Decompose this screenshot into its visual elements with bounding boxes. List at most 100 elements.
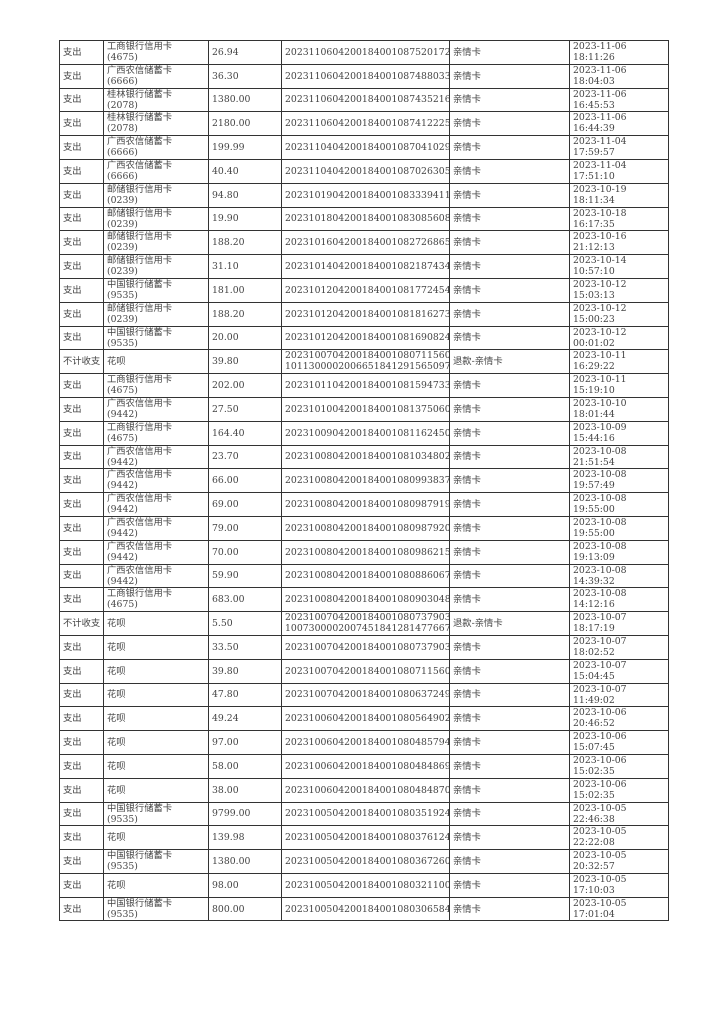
time-cell: 2023-10-06 20:46:52 [569, 706, 669, 732]
payment-method-cell: 中国银行储蓄卡 (9535) [103, 325, 209, 351]
payment-method-cell: 花呗 [103, 872, 209, 898]
payment-method-cell: 广西农信储蓄卡 (6666) [103, 158, 209, 184]
table-row: 支出 邮储银行信用卡 (0239) 94.80 2023101904200184001… [59, 182, 669, 208]
category-cell: 亲情卡 [449, 587, 570, 613]
amount-cell: 36.30 [208, 63, 282, 89]
amount-cell: 58.00 [208, 753, 282, 779]
category-cell: 亲情卡 [449, 468, 570, 494]
payment-method-cell: 工商银行信用卡 (4675) [103, 40, 209, 65]
payment-method-cell: 中国银行储蓄卡 (9535) [103, 849, 209, 874]
category-cell: 亲情卡 [449, 492, 570, 517]
category-cell: 亲情卡 [449, 420, 570, 446]
order-number-cell: 2023101204200184001081772454 [281, 277, 450, 303]
time-cell: 2023-10-05 22:22:08 [569, 825, 669, 851]
order-number-cell: 2023101404200184001082187434 [281, 254, 450, 279]
amount-cell: 49.24 [208, 706, 282, 732]
order-number-cell: 2023100604200184001080485794 [281, 730, 450, 755]
order-number-cell: 2023100504200184001080367260 [281, 849, 450, 874]
amount-cell: 188.20 [208, 301, 282, 327]
table-row: 支出 广西农信信用卡 (9442) 79.00 2023100804200184001… [59, 515, 669, 541]
time-cell: 2023-10-18 16:17:35 [569, 206, 669, 232]
category-cell: 亲情卡 [449, 730, 570, 755]
payment-method-cell: 广西农信信用卡 (9442) [103, 468, 209, 494]
type-cell: 支出 [59, 515, 104, 541]
type-cell: 支出 [59, 325, 104, 351]
payment-method-cell: 邮储银行信用卡 (0239) [103, 206, 209, 232]
table-row: 支出 广西农信信用卡 (9442) 70.00 2023100804200184001… [59, 539, 669, 565]
category-cell: 亲情卡 [449, 444, 570, 470]
order-number-cell: 2023101204200184001081816273 [281, 301, 450, 327]
order-number-cell: 2023110604200184001087435216 [281, 87, 450, 113]
time-cell: 2023-10-08 14:39:32 [569, 563, 669, 589]
type-cell: 支出 [59, 182, 104, 208]
table-row: 支出 中国银行储蓄卡 (9535) 1380.00 20231005042001840… [59, 849, 669, 874]
type-cell: 支出 [59, 206, 104, 232]
table-row: 支出 广西农信储蓄卡 (6666) 36.30 2023110604200184001… [59, 63, 669, 89]
time-cell: 2023-11-06 18:04:03 [569, 63, 669, 89]
amount-cell: 199.99 [208, 135, 282, 160]
time-cell: 2023-10-08 19:55:00 [569, 492, 669, 517]
table-row: 不计收支花呗39.802023100704200184001080711560_… [59, 349, 669, 375]
order-number-cell: 2023100704200184001080711560_2023 101130… [281, 349, 450, 375]
category-cell: 亲情卡 [449, 325, 570, 351]
order-number-cell: 2023100504200184001080376124 [281, 825, 450, 851]
order-number-cell: 2023110604200184001087488033 [281, 63, 450, 89]
time-cell: 2023-10-08 19:13:09 [569, 539, 669, 565]
time-cell: 2023-11-04 17:59:57 [569, 135, 669, 160]
time-cell: 2023-10-12 15:00:23 [569, 301, 669, 327]
payment-method-cell: 中国银行储蓄卡 (9535) [103, 277, 209, 303]
table-row: 支出 花呗 39.80 2023100704200184001080711560 亲情卡… [59, 658, 669, 684]
payment-method-cell: 邮储银行信用卡 (0239) [103, 301, 209, 327]
amount-cell: 23.70 [208, 444, 282, 470]
category-cell: 亲情卡 [449, 87, 570, 113]
amount-cell: 202.00 [208, 373, 282, 398]
table-row: 支出 花呗 58.00 2023100604200184001080484869 亲情卡… [59, 753, 669, 779]
table-row: 支出 邮储银行信用卡 (0239) 19.90 2023101804200184001… [59, 206, 669, 232]
type-cell: 支出 [59, 825, 104, 851]
amount-cell: 47.80 [208, 682, 282, 708]
order-number-cell: 2023100604200184001080484870 [281, 777, 450, 803]
category-cell: 亲情卡 [449, 539, 570, 565]
time-cell: 2023-10-05 17:10:03 [569, 872, 669, 898]
amount-cell: 69.00 [208, 492, 282, 517]
time-cell: 2023-10-06 15:02:35 [569, 777, 669, 803]
order-number-cell: 2023100804200184001080886067 [281, 563, 450, 589]
time-cell: 2023-10-07 18:17:19 [569, 611, 669, 636]
payment-method-cell: 广西农信储蓄卡 (6666) [103, 63, 209, 89]
time-cell: 2023-10-08 19:55:00 [569, 515, 669, 541]
type-cell: 支出 [59, 777, 104, 803]
amount-cell: 5.50 [208, 611, 282, 636]
payment-method-cell: 花呗 [103, 753, 209, 779]
payment-method-cell: 广西农信信用卡 (9442) [103, 515, 209, 541]
order-number-cell: 2023100804200184001081034802 [281, 444, 450, 470]
type-cell: 支出 [59, 444, 104, 470]
order-number-cell: 2023100504200184001080321100 [281, 872, 450, 898]
type-cell: 支出 [59, 135, 104, 160]
time-cell: 2023-10-10 18:01:44 [569, 396, 669, 422]
payment-method-cell: 花呗 [103, 777, 209, 803]
table-row: 支出 广西农信信用卡 (9442) 66.00 2023100804200184001… [59, 468, 669, 494]
table-row: 支出 广西农信信用卡 (9442) 69.00 2023100804200184001… [59, 492, 669, 517]
category-cell: 亲情卡 [449, 753, 570, 779]
type-cell: 支出 [59, 63, 104, 89]
amount-cell: 31.10 [208, 254, 282, 279]
amount-cell: 98.00 [208, 872, 282, 898]
payment-method-cell: 邮储银行信用卡 (0239) [103, 254, 209, 279]
time-cell: 2023-10-05 22:46:38 [569, 801, 669, 827]
category-cell: 亲情卡 [449, 230, 570, 256]
order-number-cell: 2023101104200184001081594733 [281, 373, 450, 398]
transaction-table-body: 支出 工商银行信用卡 (4675) 26.94 2023110604200184001… [59, 40, 669, 922]
category-cell: 亲情卡 [449, 111, 570, 137]
type-cell: 支出 [59, 634, 104, 660]
order-number-cell: 2023110404200184001087026305 [281, 158, 450, 184]
type-cell: 不计收支 [59, 349, 104, 375]
category-cell: 退款-亲情卡 [449, 611, 570, 636]
category-cell: 亲情卡 [449, 135, 570, 160]
type-cell: 支出 [59, 753, 104, 779]
type-cell: 支出 [59, 230, 104, 256]
amount-cell: 94.80 [208, 182, 282, 208]
amount-cell: 1380.00 [208, 849, 282, 874]
category-cell: 亲情卡 [449, 40, 570, 65]
category-cell: 亲情卡 [449, 396, 570, 422]
amount-cell: 164.40 [208, 420, 282, 446]
